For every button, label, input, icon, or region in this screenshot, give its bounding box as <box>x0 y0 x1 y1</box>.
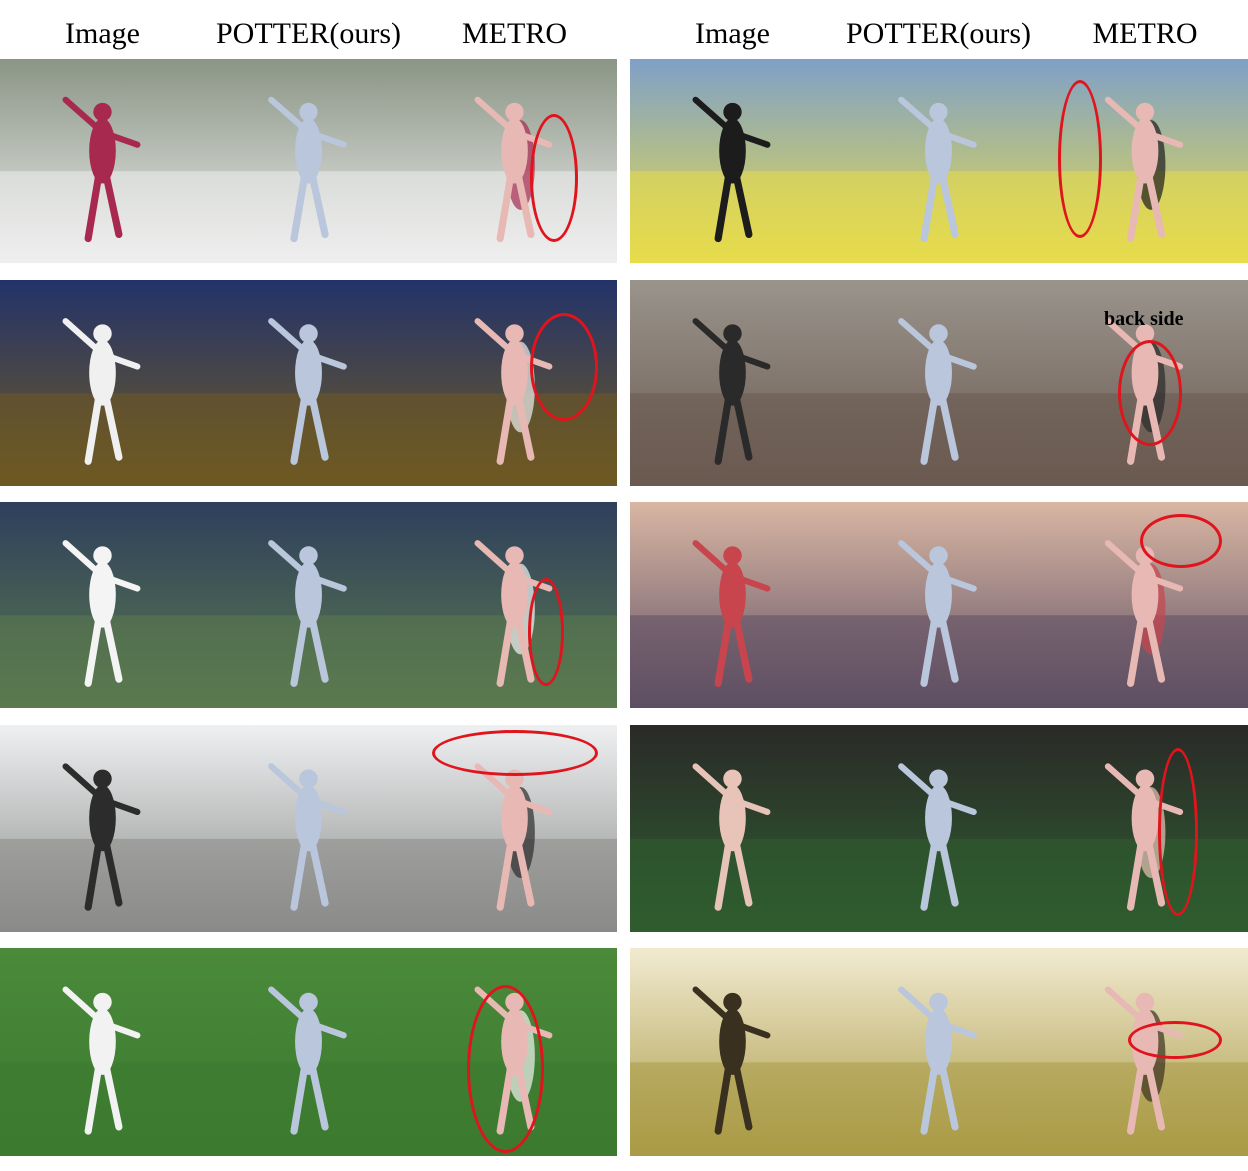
tennis-night-metro-image <box>1042 725 1248 932</box>
ski-image-image <box>0 59 205 263</box>
header-metro-right: METRO <box>1092 17 1198 50</box>
potter-mesh <box>268 540 347 687</box>
person-figure <box>62 96 141 243</box>
tennis-night-potter-image <box>835 725 1042 932</box>
skate-snow-image-panel <box>0 725 205 932</box>
potter-mesh <box>898 318 977 465</box>
tennis-green-potter-image <box>205 502 412 708</box>
grass-court-image-image <box>0 948 205 1156</box>
potter-mesh <box>268 96 347 243</box>
skate-sky-image-panel <box>630 502 835 708</box>
back-side-annotation: back side <box>1104 308 1184 330</box>
sand-dancer-image-panel <box>630 948 835 1156</box>
skate-yellow-potter-panel <box>835 59 1042 263</box>
skate-sky-metro-image <box>1042 502 1248 708</box>
person-figure <box>692 763 771 911</box>
grass-court-image-panel <box>0 948 205 1156</box>
ski-potter-panel <box>205 59 412 263</box>
error-highlight-ellipse <box>467 985 544 1153</box>
tennis-clay-image-panel <box>0 280 205 486</box>
potter-mesh <box>268 763 347 911</box>
metro-mesh <box>1104 96 1184 243</box>
metro-mesh <box>474 96 553 243</box>
potter-mesh <box>268 318 347 465</box>
potter-mesh <box>268 986 347 1135</box>
potter-mesh <box>898 986 977 1135</box>
error-highlight-ellipse <box>1118 340 1182 446</box>
tennis-night-image-panel <box>630 725 835 932</box>
potter-mesh <box>898 763 977 911</box>
person-figure <box>62 540 141 687</box>
sand-dancer-image-image <box>630 948 835 1156</box>
error-highlight-ellipse <box>1140 514 1222 568</box>
header-metro-left: METRO <box>462 17 567 50</box>
tennis-clay-potter-panel <box>205 280 412 486</box>
ski-metro-panel <box>412 59 617 263</box>
ski-potter-image <box>205 59 412 263</box>
error-highlight-ellipse <box>1058 80 1102 238</box>
tennis-green-metro-image <box>412 502 617 708</box>
ski-metro-image <box>412 59 617 263</box>
header-image-right: Image <box>695 17 770 50</box>
skate-yellow-image-image <box>630 59 835 263</box>
tennis-clay-potter-image <box>205 280 412 486</box>
tennis-clay-image-image <box>0 280 205 486</box>
tennis-green-metro-panel <box>412 502 617 708</box>
tennis-green-image-panel <box>0 502 205 708</box>
potter-mesh <box>898 96 977 243</box>
person-figure <box>692 540 771 687</box>
beach-surf-potter-image <box>835 280 1042 486</box>
person-figure <box>692 96 771 243</box>
person-figure <box>692 986 771 1135</box>
tennis-green-image-image <box>0 502 205 708</box>
tennis-night-potter-panel <box>835 725 1042 932</box>
beach-surf-potter-panel <box>835 280 1042 486</box>
error-highlight-ellipse <box>1128 1021 1222 1059</box>
skate-sky-potter-panel <box>835 502 1042 708</box>
skate-sky-potter-image <box>835 502 1042 708</box>
skate-snow-potter-image <box>205 725 412 932</box>
skate-snow-image-image <box>0 725 205 932</box>
skate-sky-image-image <box>630 502 835 708</box>
sand-dancer-potter-image <box>835 948 1042 1156</box>
error-highlight-ellipse <box>530 114 578 242</box>
metro-mesh <box>474 540 553 687</box>
metro-mesh <box>1104 540 1184 687</box>
tennis-green-potter-panel <box>205 502 412 708</box>
skate-yellow-potter-image <box>835 59 1042 263</box>
skate-sky-metro-panel <box>1042 502 1248 708</box>
header-potter-right: POTTER(ours) <box>846 17 1031 50</box>
skate-yellow-image-panel <box>630 59 835 263</box>
error-highlight-ellipse <box>530 313 598 421</box>
error-highlight-ellipse <box>528 578 564 686</box>
beach-surf-image-image <box>630 280 835 486</box>
header-image-left: Image <box>65 17 140 50</box>
metro-mesh <box>474 763 553 911</box>
error-highlight-ellipse <box>1158 748 1198 916</box>
potter-mesh <box>898 540 977 687</box>
grass-court-potter-panel <box>205 948 412 1156</box>
error-highlight-ellipse <box>432 730 598 776</box>
person-figure <box>692 318 771 465</box>
person-figure <box>62 986 141 1135</box>
beach-surf-image-panel <box>630 280 835 486</box>
person-figure <box>62 318 141 465</box>
tennis-night-metro-panel <box>1042 725 1248 932</box>
person-figure <box>62 763 141 911</box>
header-potter-left: POTTER(ours) <box>216 17 401 50</box>
skate-snow-potter-panel <box>205 725 412 932</box>
ski-image-panel <box>0 59 205 263</box>
tennis-night-image-image <box>630 725 835 932</box>
grass-court-potter-image <box>205 948 412 1156</box>
sand-dancer-potter-panel <box>835 948 1042 1156</box>
